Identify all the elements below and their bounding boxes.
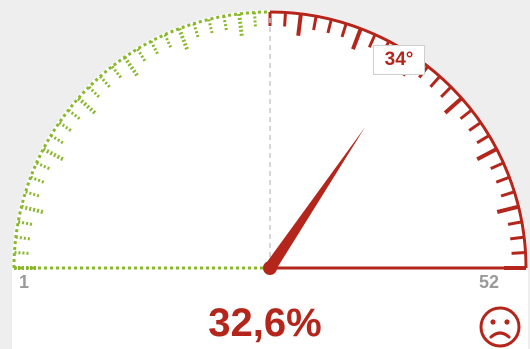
gauge-tick — [312, 15, 318, 31]
gauge-tick — [367, 33, 377, 48]
gauge-tick — [443, 96, 463, 115]
gauge-tick — [496, 204, 520, 214]
gauge-tick — [351, 27, 363, 50]
gauge-tick — [283, 12, 287, 27]
gauge-tick — [429, 75, 441, 88]
gauge-tick — [476, 134, 490, 145]
percent-value: 32,6% — [208, 301, 322, 345]
gauge-needle — [265, 127, 366, 272]
gauge-tick — [326, 19, 333, 34]
gauge-face — [12, 10, 528, 349]
needle-hub — [263, 261, 277, 275]
gauge-tick — [511, 251, 526, 255]
gauge-tick — [476, 147, 498, 162]
sad-face-icon — [479, 306, 521, 348]
gauge-tick — [340, 23, 348, 38]
gauge-max-label: 52 — [479, 272, 500, 292]
gauge-tick — [490, 161, 505, 171]
gauge-tick — [468, 121, 482, 132]
gauge-tick — [440, 85, 453, 98]
angle-badge: 34° — [373, 45, 425, 75]
gauge-min-label: 1 — [19, 272, 30, 292]
gauge-tick — [459, 108, 473, 120]
gauge-tick — [500, 190, 515, 198]
gauge-tick — [507, 220, 523, 226]
gauge-tick — [510, 235, 525, 241]
gauge-tick — [296, 13, 303, 36]
gauge-tick — [495, 175, 510, 184]
